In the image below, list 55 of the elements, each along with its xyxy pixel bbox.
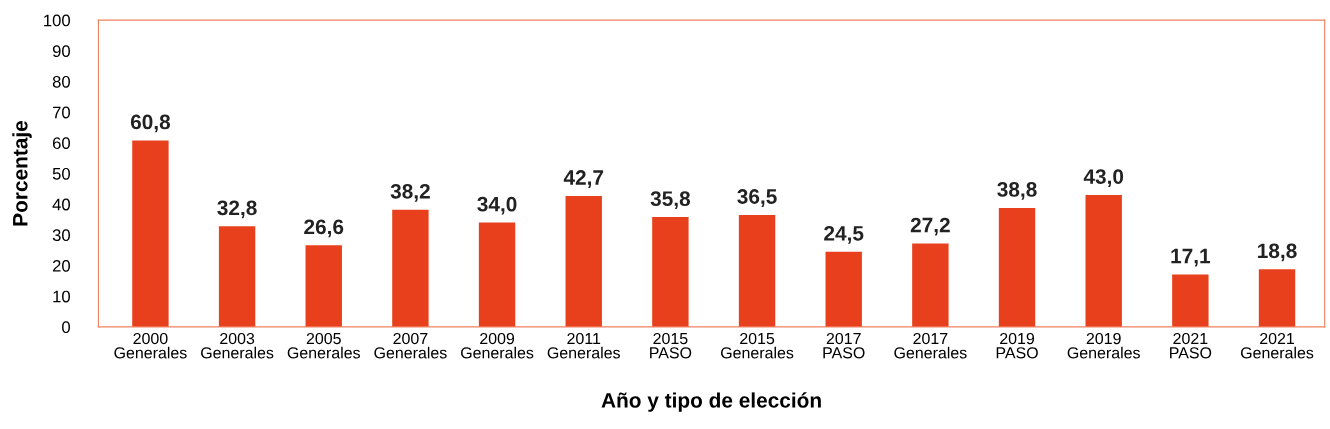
x-tick-label: 2011 Generales bbox=[547, 332, 620, 359]
x-tick-label: 2000 Generales bbox=[114, 332, 187, 359]
x-tick-label: 2007 Generales bbox=[374, 332, 447, 359]
data-label: 43,0 bbox=[1083, 169, 1124, 187]
data-label: 17,1 bbox=[1171, 248, 1211, 267]
data-label: 38,2 bbox=[390, 183, 430, 202]
x-tick-label: 2015 Generales bbox=[721, 332, 794, 359]
y-tick-label: 60 bbox=[52, 137, 70, 150]
data-label: 38,8 bbox=[997, 182, 1037, 200]
y-tick-label: 90 bbox=[52, 45, 70, 58]
x-tick-label: 2019 Generales bbox=[1067, 332, 1140, 359]
bar bbox=[565, 195, 602, 327]
bar bbox=[912, 243, 949, 327]
data-label: 34,0 bbox=[477, 196, 517, 215]
bar bbox=[1258, 269, 1296, 327]
x-tick-label: 2005 Generales bbox=[287, 332, 361, 359]
y-tick-label: 10 bbox=[53, 290, 70, 303]
bar bbox=[825, 251, 862, 327]
x-tick-label: 2017 PASO bbox=[823, 332, 865, 359]
data-label: 27,2 bbox=[910, 217, 950, 236]
bar bbox=[478, 222, 516, 327]
bar bbox=[1172, 274, 1209, 327]
y-tick-label: 30 bbox=[52, 229, 70, 242]
data-label: 26,6 bbox=[304, 219, 344, 238]
x-tick-label: 2017 Generales bbox=[894, 332, 967, 359]
data-label: 60,8 bbox=[130, 114, 171, 133]
data-label: 32,8 bbox=[217, 200, 257, 219]
data-label: 42,7 bbox=[563, 170, 604, 188]
y-tick-label: 0 bbox=[62, 321, 70, 334]
data-label: 18,8 bbox=[1258, 243, 1297, 262]
x-tick-label: 2015 PASO bbox=[650, 332, 692, 359]
data-label: 35,8 bbox=[650, 191, 691, 210]
x-tick-label: 2019 PASO bbox=[996, 332, 1038, 359]
y-tick-label: 70 bbox=[52, 106, 70, 119]
x-tick-label: 2009 Generales bbox=[461, 332, 534, 359]
bar bbox=[218, 226, 256, 327]
bar bbox=[998, 207, 1036, 327]
y-tick-label: 100 bbox=[44, 14, 70, 27]
y-tick-label: 50 bbox=[52, 167, 70, 180]
data-label: 36,5 bbox=[737, 189, 777, 207]
x-tick-label: 2003 Generales bbox=[201, 332, 274, 359]
x-axis-title: Año y tipo de elección bbox=[601, 392, 821, 412]
y-tick-label: 80 bbox=[52, 75, 70, 88]
data-label: 24,5 bbox=[824, 225, 864, 244]
y-axis-title: Porcentaje bbox=[12, 120, 32, 226]
bar bbox=[652, 217, 689, 327]
bar bbox=[1085, 195, 1122, 327]
bar bbox=[132, 140, 169, 327]
bar bbox=[738, 214, 776, 327]
bar bbox=[392, 209, 429, 327]
bar bbox=[305, 245, 342, 327]
y-tick-label: 20 bbox=[52, 259, 70, 272]
y-tick-label: 40 bbox=[52, 198, 70, 211]
x-tick-label: 2021 PASO bbox=[1170, 332, 1212, 359]
x-tick-label: 2021 Generales bbox=[1240, 332, 1314, 359]
